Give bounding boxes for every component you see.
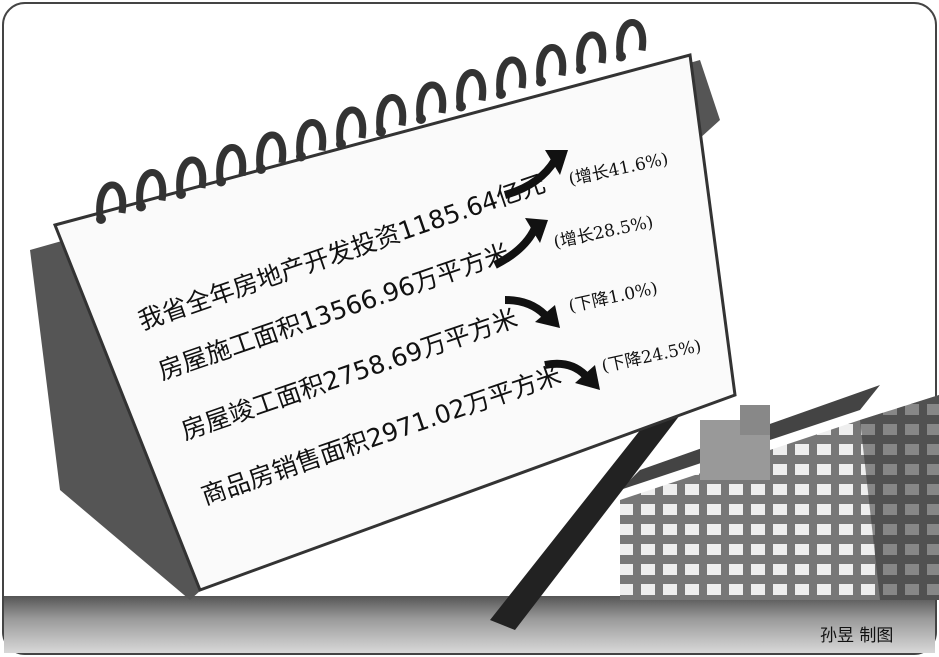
building bbox=[620, 385, 939, 600]
ring-hole bbox=[536, 76, 546, 87]
footer-band bbox=[4, 596, 935, 653]
ring-hole bbox=[136, 201, 146, 212]
ring bbox=[256, 131, 287, 168]
ring-hole bbox=[336, 139, 346, 149]
rings bbox=[96, 19, 647, 224]
ring bbox=[216, 144, 247, 180]
ring bbox=[616, 19, 647, 55]
ring bbox=[176, 156, 207, 193]
ring bbox=[536, 44, 567, 80]
calendar-page bbox=[52, 53, 737, 592]
ring-hole bbox=[416, 114, 426, 124]
ring-hole bbox=[256, 164, 266, 174]
ring bbox=[136, 169, 167, 205]
ring-hole bbox=[576, 64, 586, 74]
ring-hole bbox=[96, 214, 106, 224]
ring bbox=[96, 181, 127, 218]
ring-hole bbox=[176, 189, 186, 199]
ring bbox=[376, 94, 407, 130]
arrows bbox=[493, 150, 600, 390]
ring bbox=[416, 81, 447, 118]
ring-hole bbox=[216, 176, 226, 187]
ring-hole bbox=[456, 101, 466, 112]
ring-hole bbox=[296, 151, 306, 162]
ring bbox=[456, 69, 487, 105]
credit: 孙昱 制图 bbox=[820, 626, 893, 646]
pen bbox=[490, 405, 680, 630]
ring-hole bbox=[496, 89, 506, 99]
ring-hole bbox=[376, 126, 386, 137]
ring-hole bbox=[616, 51, 626, 62]
ring bbox=[496, 56, 527, 93]
ring bbox=[296, 119, 327, 155]
ring bbox=[336, 106, 367, 143]
ring bbox=[576, 31, 607, 68]
